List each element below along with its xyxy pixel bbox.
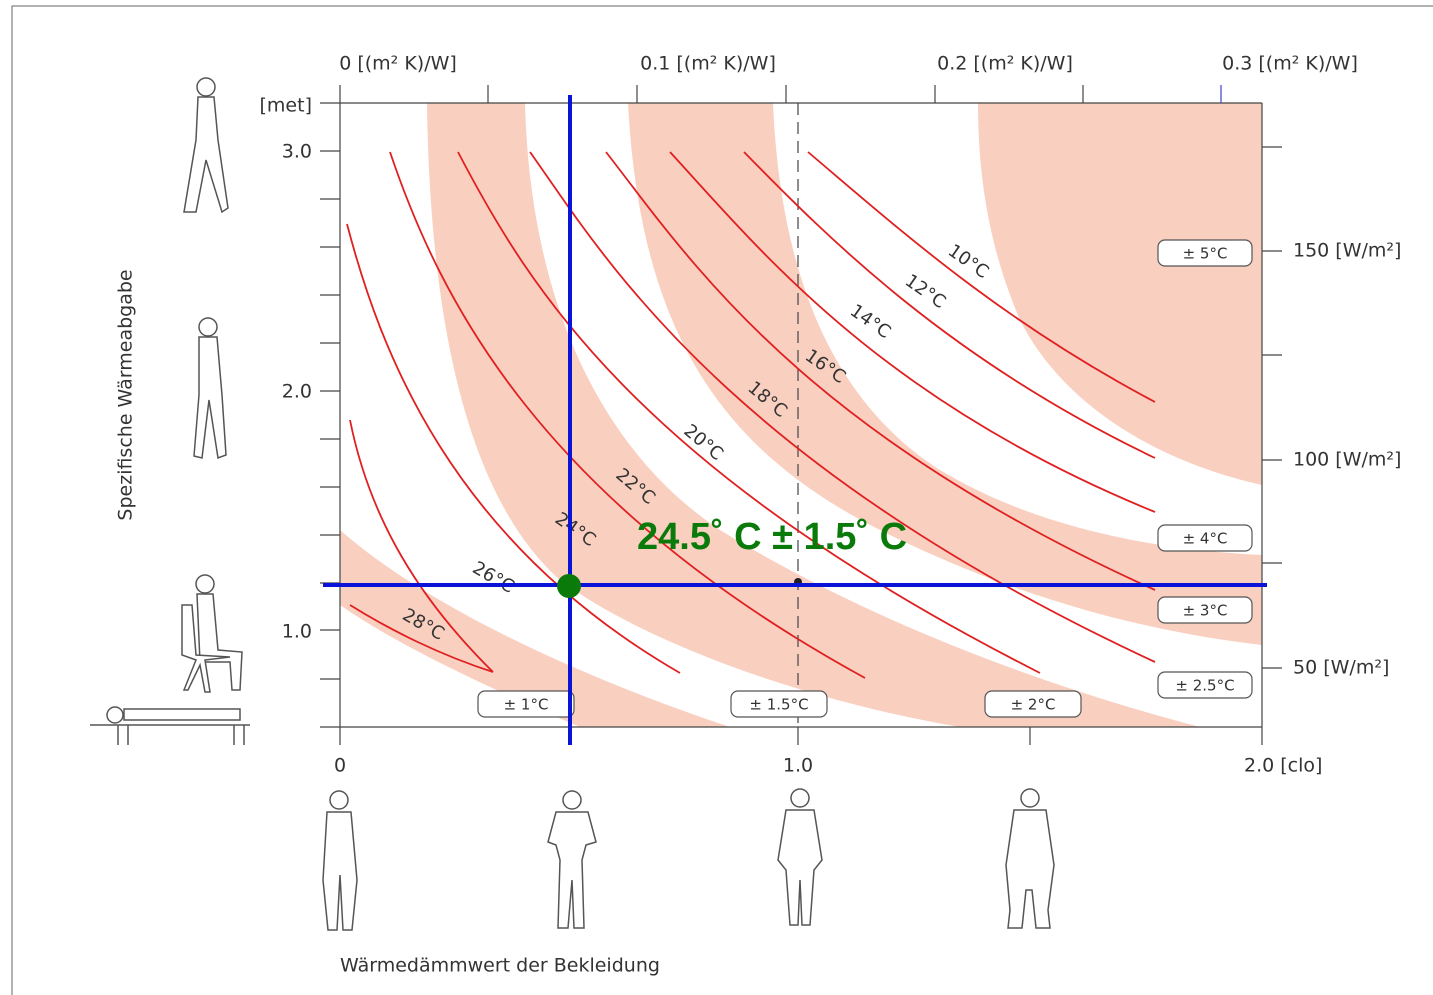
met-tick-label: 3.0 <box>282 141 312 163</box>
top-tick-label: 0 [(m² K)/W] <box>339 53 457 75</box>
right-tick-label: 100 [W/m²] <box>1293 449 1401 471</box>
tolerance-label: ± 1°C <box>504 696 549 714</box>
right-tick-label: 50 [W/m²] <box>1293 657 1389 679</box>
top-tick-label: 0.1 [(m² K)/W] <box>640 53 776 75</box>
clo-tick-label: 0 <box>334 755 346 777</box>
right-tick-label: 150 [W/m²] <box>1293 240 1401 262</box>
tolerance-label: ± 4°C <box>1183 530 1228 548</box>
y-axis-title: Spezifische Wärmeabgabe <box>115 269 137 520</box>
tolerance-label: ± 5°C <box>1183 245 1228 263</box>
met-unit: [met] <box>260 95 312 117</box>
tolerance-label: ± 3°C <box>1183 602 1228 620</box>
top-tick-label: 0.3 [(m² K)/W] <box>1222 53 1358 75</box>
tolerance-bands <box>340 103 1262 727</box>
result-annotation: 24.5˚ C ± 1.5˚ C <box>637 516 907 558</box>
tolerance-label: ± 1.5°C <box>749 696 808 714</box>
comfort-diagram: 10°C 12°C 14°C 16°C 18°C 20°C 22°C 24°C … <box>0 0 1433 995</box>
tolerance-label: ± 2.5°C <box>1175 677 1234 695</box>
isotherm-label: 26°C <box>469 557 518 597</box>
x-axis-title: Wärmedämmwert der Bekleidung <box>340 955 660 977</box>
met-tick-label: 2.0 <box>282 381 312 403</box>
isotherm-label: 12°C <box>901 270 949 313</box>
clo-tick-label: 1.0 <box>783 755 813 777</box>
tolerance-label: ± 2°C <box>1011 696 1056 714</box>
isotherm-label: 14°C <box>846 300 894 343</box>
isotherm-label: 10°C <box>944 240 992 283</box>
clo-tick-label: 2.0 [clo] <box>1244 755 1322 777</box>
met-tick-label: 1.0 <box>282 621 312 643</box>
top-tick-label: 0.2 [(m² K)/W] <box>937 53 1073 75</box>
